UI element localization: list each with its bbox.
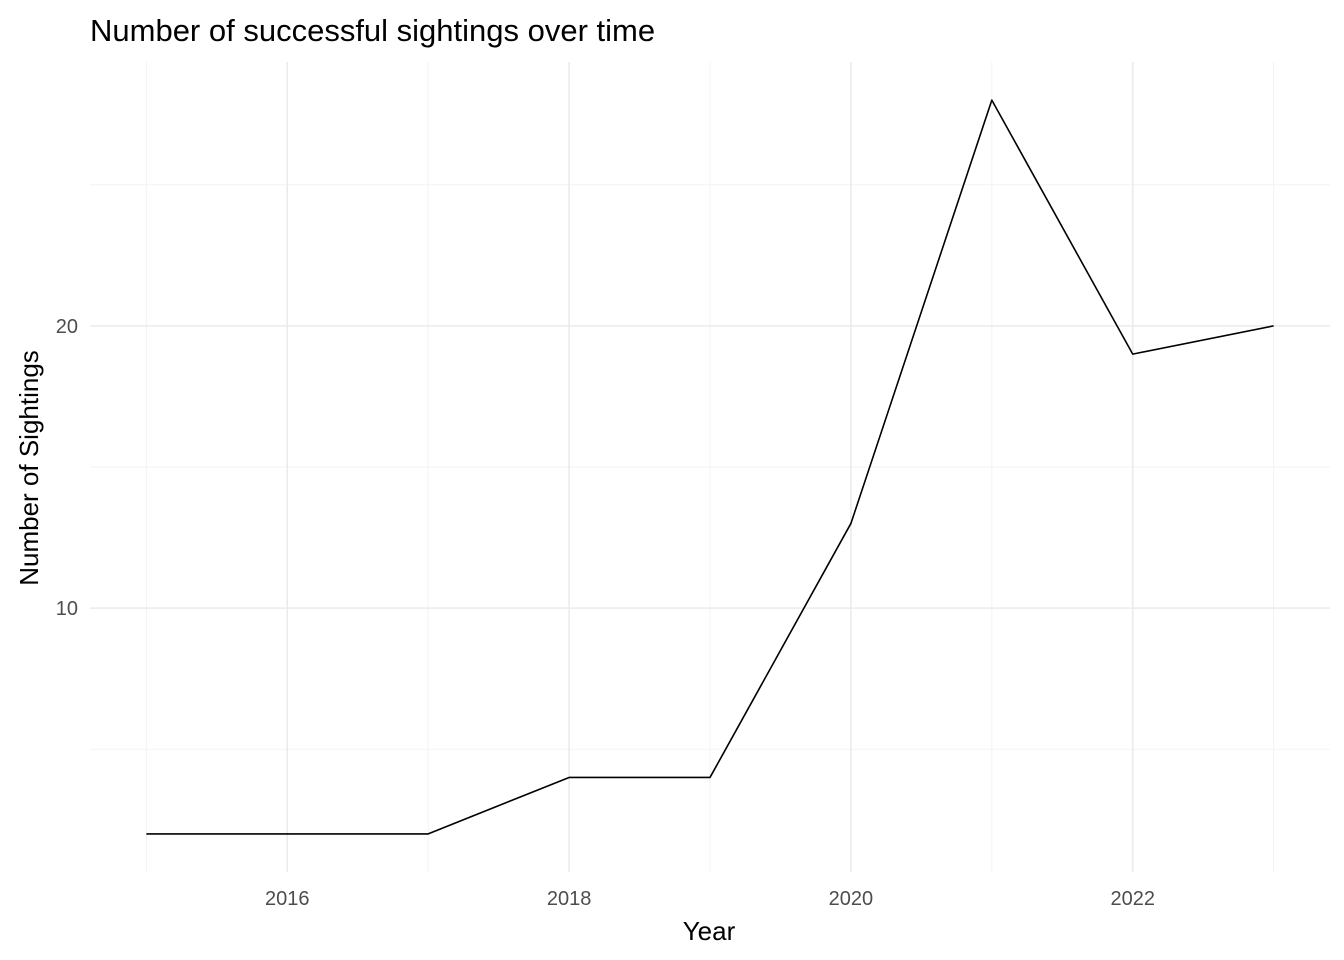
major-gridlines	[90, 62, 1330, 872]
x-tick-label: 2018	[547, 888, 592, 910]
y-tick-label: 10	[56, 598, 78, 620]
y-tick-label: 20	[56, 316, 78, 338]
series-line	[146, 99, 1274, 835]
x-axis-title: Year	[683, 916, 736, 946]
minor-gridlines	[90, 62, 1330, 872]
x-axis-ticks: 2016 2018 2020 2022	[265, 888, 1155, 910]
x-tick-label: 2016	[265, 888, 310, 910]
x-tick-label: 2020	[829, 888, 874, 910]
y-axis-ticks: 10 20	[56, 316, 78, 620]
x-tick-label: 2022	[1110, 888, 1155, 910]
y-axis-title: Number of Sightings	[14, 350, 44, 586]
series-layer	[146, 99, 1274, 835]
chart-title: Number of successful sightings over time	[90, 13, 655, 48]
